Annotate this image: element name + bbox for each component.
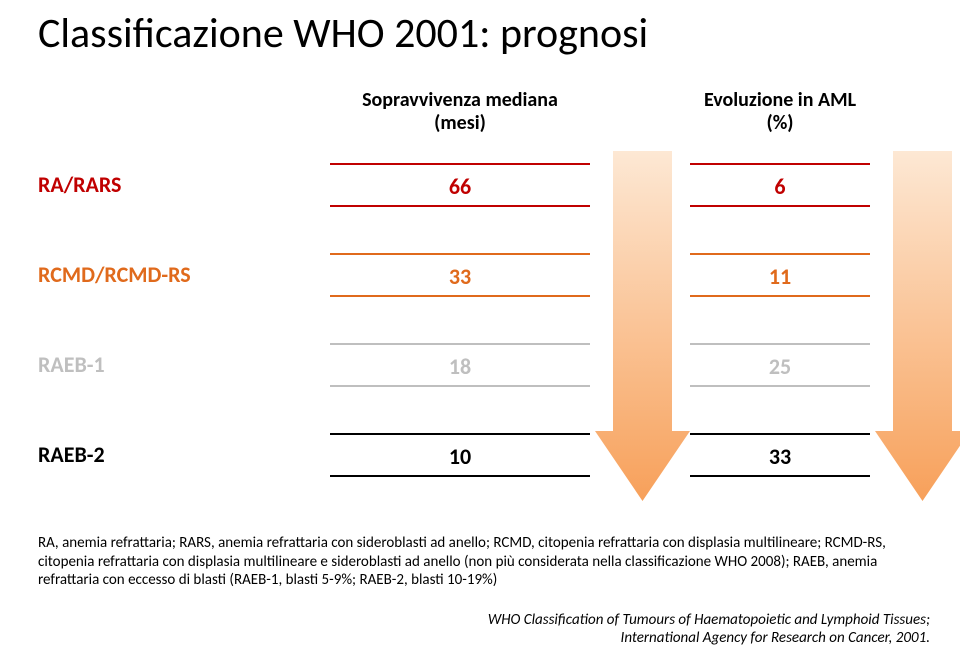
footnote-text: RA, anemia refrattaria; RARS, anemia ref… [38,534,922,590]
header-aml-line2: (%) [766,111,793,135]
cell-survival: 66 [330,163,590,207]
cell-aml: 6 [690,163,870,207]
table-row: RA/RARS 66 6 [0,155,960,225]
row-label: RAEB-2 [38,441,105,468]
table-row: RAEB-1 18 25 [0,335,960,405]
header-survival-line2: (mesi) [434,111,486,135]
header-survival-line1: Sopravvivenza mediana [362,88,558,112]
row-label: RAEB-1 [38,351,105,378]
cell-survival: 33 [330,253,590,297]
row-label: RA/RARS [38,171,121,198]
cell-aml: 25 [690,343,870,387]
cell-survival: 18 [330,343,590,387]
header-aml-evolution: Evoluzione in AML (%) [660,89,900,135]
row-label: RCMD/RCMD-RS [38,261,191,288]
header-aml-line1: Evoluzione in AML [704,88,856,112]
cell-survival: 10 [330,433,590,477]
header-survival: Sopravvivenza mediana (mesi) [300,89,620,135]
column-headers: Sopravvivenza mediana (mesi) Evoluzione … [0,83,960,147]
citation-line2: International Agency for Research on Can… [621,629,930,647]
page-title: Classificazione WHO 2001: prognosi [0,0,960,59]
table-row: RCMD/RCMD-RS 33 11 [0,245,960,315]
citation-line1: WHO Classification of Tumours of Haemato… [488,611,930,629]
citation-text: WHO Classification of Tumours of Haemato… [488,611,930,649]
table-row: RAEB-2 10 33 [0,425,960,495]
prognosis-table: Sopravvivenza mediana (mesi) Evoluzione … [0,83,960,513]
cell-aml: 11 [690,253,870,297]
cell-aml: 33 [690,433,870,477]
